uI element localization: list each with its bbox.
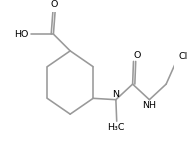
Text: O: O — [134, 51, 141, 60]
Text: NH: NH — [142, 101, 156, 109]
Text: HO: HO — [15, 30, 29, 39]
Text: O: O — [51, 0, 58, 9]
Text: Cl: Cl — [178, 52, 188, 61]
Text: N: N — [112, 90, 119, 99]
Text: H₃C: H₃C — [107, 123, 125, 132]
